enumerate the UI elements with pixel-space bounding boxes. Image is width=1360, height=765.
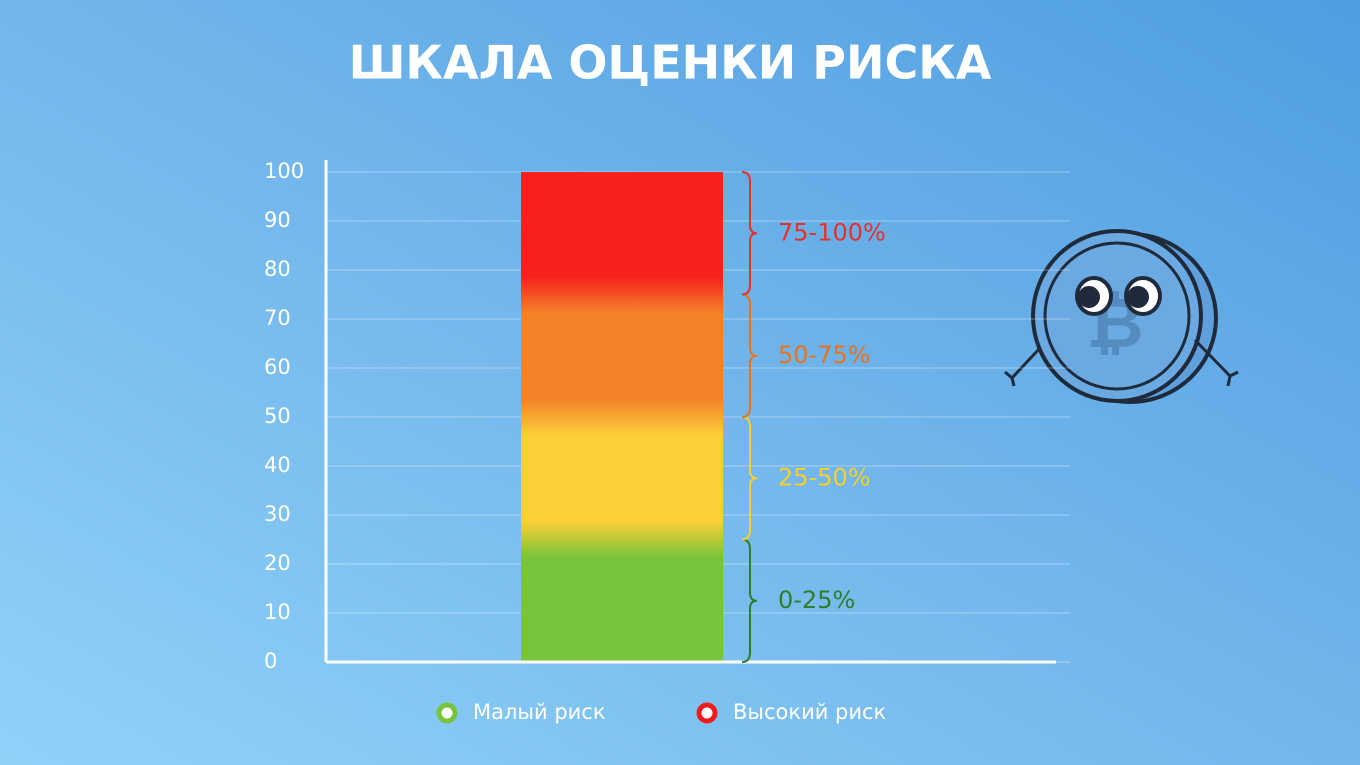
y-tick-label: 40	[264, 453, 291, 477]
range-label: 75-100%	[778, 218, 886, 246]
range-brace	[741, 171, 758, 296]
range-label: 0-25%	[778, 586, 855, 614]
legend-marker	[436, 702, 458, 724]
range-brace	[741, 416, 758, 541]
y-tick-label: 0	[264, 649, 277, 673]
coin-mascot: ₿	[1004, 229, 1239, 404]
range-label: 25-50%	[778, 463, 871, 491]
range-brace	[741, 538, 758, 663]
legend-marker	[696, 702, 718, 724]
y-tick-label: 60	[264, 355, 291, 379]
y-tick-label: 30	[264, 502, 291, 526]
y-tick-label: 70	[264, 306, 291, 330]
legend-label: Малый риск	[473, 700, 606, 724]
bar	[521, 172, 723, 662]
range-brace	[741, 293, 758, 418]
legend-label: Высокий риск	[733, 700, 886, 724]
y-tick-label: 80	[264, 257, 291, 281]
y-tick-label: 10	[264, 600, 291, 624]
chart-title: ШКАЛА ОЦЕНКИ РИСКА	[349, 36, 992, 90]
y-tick-label: 90	[264, 208, 291, 232]
range-label: 50-75%	[778, 341, 871, 369]
y-tick-label: 100	[264, 159, 304, 183]
y-tick-label: 20	[264, 551, 291, 575]
y-tick-label: 50	[264, 404, 291, 428]
plot-area: 0 10 20 30 40 50 60 70 80 90 100 0-25% 25-50% 50-75% 7…	[264, 159, 1070, 724]
